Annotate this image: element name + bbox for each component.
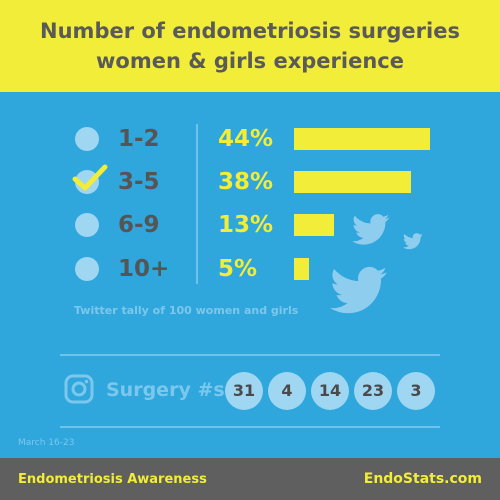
section-divider-top (60, 354, 440, 356)
value-label: 44% (218, 126, 274, 152)
surgery-count-badge: 23 (354, 372, 392, 410)
checkmark-icon (72, 164, 108, 191)
chart-divider (196, 124, 198, 284)
footer-bar: Endometriosis Awareness EndoStats.com (0, 458, 500, 500)
section-divider-bottom (60, 426, 440, 428)
value-label: 5% (218, 256, 258, 282)
instagram-label: Surgery #s (106, 379, 225, 401)
surgery-count-badge: 4 (268, 372, 306, 410)
date-range: March 16-23 (18, 438, 75, 448)
twitter-bird-large-icon (330, 266, 388, 314)
category-label: 6-9 (118, 212, 160, 238)
chart-annotation: Twitter tally of 100 women and girls (74, 304, 299, 317)
page-title-line1: Number of endometriosis surgeries (40, 19, 460, 43)
instagram-icon (64, 374, 94, 404)
surgery-count-badge: 3 (397, 372, 435, 410)
category-label: 3-5 (118, 169, 160, 195)
radio-circle-1-2 (75, 127, 99, 151)
bar-10-plus (294, 258, 310, 280)
radio-circle-10-plus (75, 257, 99, 281)
footer-campaign: Endometriosis Awareness (18, 472, 207, 487)
surgery-count-badge: 31 (225, 372, 263, 410)
header-banner: Number of endometriosis surgeries women … (0, 0, 500, 92)
surgery-count-badge: 14 (311, 372, 349, 410)
twitter-bird-icon (352, 214, 390, 245)
value-label: 38% (218, 169, 274, 195)
bar-3-5 (294, 171, 412, 193)
radio-circle-6-9 (75, 213, 99, 237)
bar-6-9 (294, 214, 335, 236)
twitter-bird-small-icon (403, 233, 423, 250)
page-title-line2: women & girls experience (96, 49, 404, 73)
value-label: 13% (218, 212, 274, 238)
bar-1-2 (294, 128, 430, 150)
category-label: 10+ (118, 256, 170, 282)
footer-website: EndoStats.com (363, 471, 482, 487)
category-label: 1-2 (118, 126, 160, 152)
